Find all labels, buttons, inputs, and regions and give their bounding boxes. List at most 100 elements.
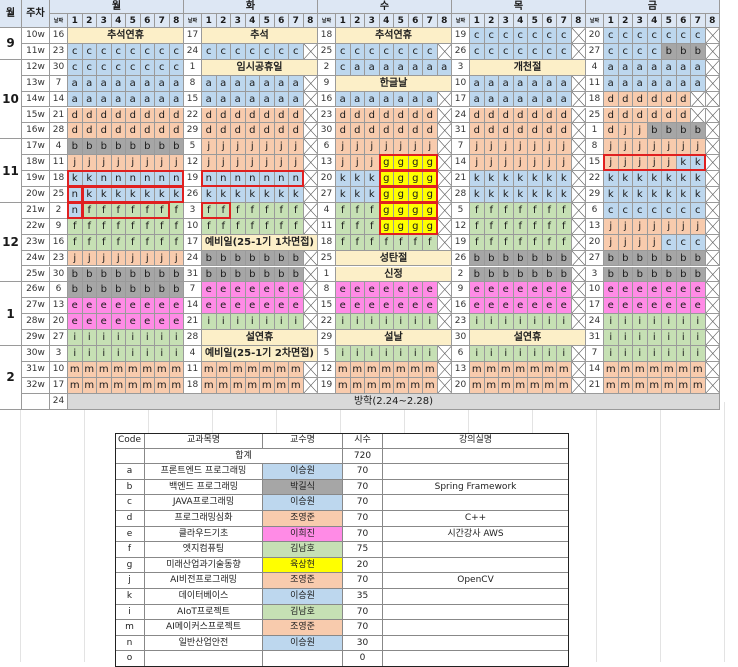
class-cell-f[interactable]: f (111, 202, 126, 219)
class-cell-b[interactable]: b (68, 139, 83, 156)
class-cell-a[interactable]: a (216, 91, 231, 108)
class-cell-i[interactable]: i (365, 346, 380, 362)
class-cell-f[interactable]: f (97, 218, 112, 235)
class-cell-a[interactable]: a (513, 75, 528, 92)
class-cell-m[interactable]: m (336, 377, 351, 394)
class-cell-b[interactable]: b (676, 123, 691, 140)
class-cell-c[interactable]: c (691, 202, 706, 219)
class-cell-b[interactable]: b (513, 266, 528, 283)
class-cell-m[interactable]: m (350, 377, 365, 394)
class-cell-e[interactable]: e (618, 298, 633, 315)
class-cell-m[interactable]: m (274, 377, 289, 394)
class-cell-m[interactable]: m (140, 361, 155, 378)
class-cell-k[interactable]: k (513, 187, 528, 203)
class-cell-n[interactable]: n (68, 187, 83, 203)
class-cell-i[interactable]: i (676, 346, 691, 362)
class-cell-c[interactable]: c (633, 43, 648, 60)
class-cell-g[interactable]: g (394, 171, 409, 187)
class-cell-c[interactable]: c (423, 43, 438, 60)
class-cell-j[interactable]: j (618, 123, 633, 140)
class-cell-d[interactable]: d (111, 123, 126, 140)
class-cell-i[interactable]: i (633, 346, 648, 362)
class-cell-b[interactable]: b (662, 43, 677, 60)
class-cell-i[interactable]: i (423, 346, 438, 362)
class-cell-k[interactable]: k (484, 171, 499, 187)
class-cell-b[interactable]: b (82, 282, 97, 299)
class-cell-c[interactable]: c (68, 43, 83, 60)
class-cell-f[interactable]: f (408, 234, 423, 251)
class-cell-j[interactable]: j (169, 250, 184, 267)
class-cell-e[interactable]: e (408, 282, 423, 299)
class-cell-e[interactable]: e (231, 298, 246, 315)
class-cell-d[interactable]: d (423, 123, 438, 140)
class-cell-f[interactable]: f (470, 202, 485, 219)
class-cell-i[interactable]: i (647, 346, 662, 362)
class-cell-b[interactable]: b (557, 250, 572, 267)
class-cell-f[interactable]: f (513, 234, 528, 251)
class-cell-a[interactable]: a (274, 91, 289, 108)
class-cell-k[interactable]: k (245, 187, 260, 203)
class-cell-f[interactable]: f (126, 218, 141, 235)
class-cell-j[interactable]: j (604, 139, 619, 156)
class-cell-j[interactable]: j (126, 250, 141, 267)
class-cell-d[interactable]: d (140, 107, 155, 124)
class-cell-e[interactable]: e (691, 298, 706, 315)
class-cell-d[interactable]: d (513, 123, 528, 140)
class-cell-m[interactable]: m (394, 361, 409, 378)
class-cell-e[interactable]: e (260, 298, 275, 315)
class-cell-c[interactable]: c (394, 43, 409, 60)
class-cell-a[interactable]: a (691, 59, 706, 76)
class-cell-i[interactable]: i (68, 330, 83, 346)
class-cell-d[interactable]: d (140, 123, 155, 140)
class-cell-f[interactable]: f (336, 218, 351, 235)
class-cell-j[interactable]: j (633, 123, 648, 140)
class-cell-b[interactable]: b (662, 250, 677, 267)
class-cell-f[interactable]: f (97, 234, 112, 251)
class-cell-i[interactable]: i (350, 346, 365, 362)
class-cell-d[interactable]: d (647, 91, 662, 108)
class-cell-c[interactable]: c (126, 43, 141, 60)
class-cell-m[interactable]: m (126, 377, 141, 394)
class-cell-b[interactable]: b (691, 266, 706, 283)
class-cell-f[interactable]: f (513, 218, 528, 235)
class-cell-j[interactable]: j (618, 234, 633, 251)
class-cell-a[interactable]: a (140, 91, 155, 108)
class-cell-a[interactable]: a (618, 59, 633, 76)
class-cell-d[interactable]: d (484, 107, 499, 124)
class-cell-g[interactable]: g (408, 155, 423, 172)
class-cell-f[interactable]: f (484, 234, 499, 251)
class-cell-f[interactable]: f (542, 234, 557, 251)
class-cell-m[interactable]: m (394, 377, 409, 394)
class-cell-j[interactable]: j (691, 218, 706, 235)
class-cell-j[interactable]: j (470, 139, 485, 156)
class-cell-j[interactable]: j (111, 155, 126, 172)
class-cell-k[interactable]: k (528, 171, 543, 187)
class-cell-i[interactable]: i (691, 346, 706, 362)
class-cell-j[interactable]: j (633, 234, 648, 251)
class-cell-m[interactable]: m (633, 361, 648, 378)
class-cell-e[interactable]: e (423, 282, 438, 299)
class-cell-a[interactable]: a (542, 91, 557, 108)
class-cell-j[interactable]: j (231, 139, 246, 156)
class-cell-b[interactable]: b (216, 266, 231, 283)
class-cell-a[interactable]: a (542, 75, 557, 92)
class-cell-j[interactable]: j (484, 155, 499, 172)
class-cell-c[interactable]: c (379, 43, 394, 60)
class-cell-j[interactable]: j (68, 155, 83, 172)
class-cell-n[interactable]: n (274, 171, 289, 187)
class-cell-b[interactable]: b (633, 266, 648, 283)
class-cell-a[interactable]: a (557, 75, 572, 92)
class-cell-c[interactable]: c (633, 28, 648, 44)
class-cell-i[interactable]: i (470, 314, 485, 331)
class-cell-c[interactable]: c (82, 43, 97, 60)
class-cell-m[interactable]: m (423, 377, 438, 394)
class-cell-i[interactable]: i (542, 346, 557, 362)
class-cell-a[interactable]: a (618, 75, 633, 92)
class-cell-m[interactable]: m (379, 361, 394, 378)
class-cell-b[interactable]: b (528, 266, 543, 283)
class-cell-c[interactable]: c (499, 28, 514, 44)
class-cell-m[interactable]: m (618, 361, 633, 378)
class-cell-j[interactable]: j (350, 139, 365, 156)
class-cell-j[interactable]: j (633, 155, 648, 172)
class-cell-f[interactable]: f (528, 218, 543, 235)
